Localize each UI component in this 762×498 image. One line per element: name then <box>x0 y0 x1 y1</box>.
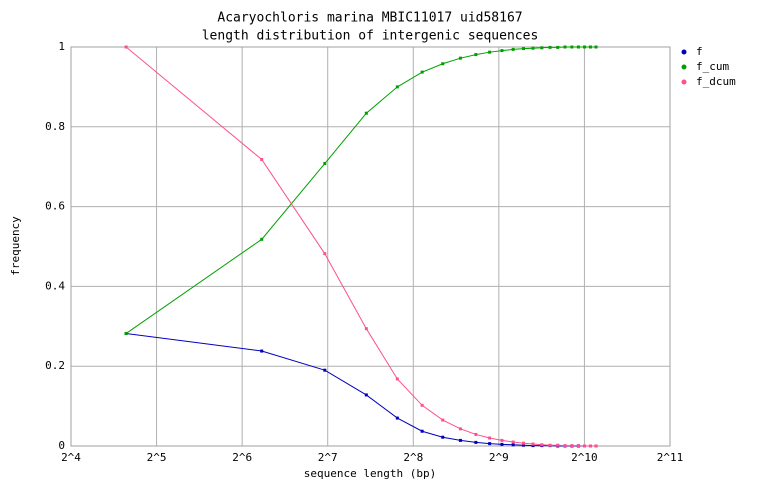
x-tick-label: 2^4 <box>61 451 81 464</box>
data-point <box>521 441 525 445</box>
plot-frame <box>70 46 671 447</box>
data-point <box>458 438 462 442</box>
y-tick-label: 1 <box>58 40 65 53</box>
x-axis-label: sequence length (bp) <box>304 467 436 480</box>
data-point <box>556 45 560 49</box>
legend-marker <box>681 49 687 55</box>
data-point <box>420 403 424 407</box>
x-tick-label: 2^9 <box>489 451 509 464</box>
data-point <box>458 56 462 60</box>
data-point <box>594 45 598 49</box>
data-point <box>474 440 478 444</box>
data-point <box>458 427 462 431</box>
legend-marker <box>681 79 687 85</box>
data-point <box>488 436 492 440</box>
data-point <box>323 162 327 166</box>
x-tick-label: 2^8 <box>403 451 423 464</box>
data-point <box>364 327 368 331</box>
x-tick-label: 2^5 <box>147 451 167 464</box>
data-point <box>583 444 587 448</box>
data-point <box>548 45 552 49</box>
y-tick-label: 0.4 <box>45 279 65 292</box>
data-point <box>548 443 552 447</box>
data-point <box>556 443 560 447</box>
data-point <box>576 444 580 448</box>
data-point <box>563 45 567 49</box>
chart-title: Acaryochloris marina MBIC11017 uid58167 <box>217 11 522 26</box>
legend-marker <box>681 64 687 70</box>
x-tick-label: 2^6 <box>232 451 252 464</box>
x-tick-label: 2^7 <box>318 451 338 464</box>
data-point <box>441 418 445 422</box>
data-point <box>563 444 567 448</box>
data-point <box>488 442 492 446</box>
y-tick-label: 0 <box>58 439 65 452</box>
data-point <box>474 432 478 436</box>
y-tick-label: 0.6 <box>45 200 65 213</box>
data-point <box>531 444 535 448</box>
data-point <box>124 331 128 335</box>
data-point <box>395 416 399 420</box>
y-tick-label: 0.2 <box>45 359 65 372</box>
data-point <box>570 444 574 448</box>
data-point <box>588 45 592 49</box>
data-point <box>260 158 264 162</box>
data-point <box>260 237 264 241</box>
data-point <box>540 46 544 50</box>
legend-label: f_cum <box>696 60 729 73</box>
data-point <box>395 85 399 89</box>
data-point <box>570 45 574 49</box>
data-point <box>500 49 504 53</box>
data-point <box>576 45 580 49</box>
data-point <box>500 438 504 442</box>
y-axis-label: frequency <box>9 216 22 276</box>
data-point <box>488 50 492 54</box>
legend-label: f_dcum <box>696 75 736 88</box>
data-point <box>594 444 598 448</box>
data-point <box>531 46 535 50</box>
data-point <box>521 443 525 447</box>
data-point <box>521 47 525 51</box>
y-tick-label: 0.8 <box>45 120 65 133</box>
data-point <box>364 111 368 115</box>
x-tick-label: 2^10 <box>571 451 598 464</box>
legend-label: f <box>696 45 703 58</box>
data-point <box>500 442 504 446</box>
chart-subtitle: length distribution of intergenic sequen… <box>202 29 539 44</box>
data-point <box>511 440 515 444</box>
x-tick-label: 2^11 <box>657 451 684 464</box>
data-point <box>511 47 515 51</box>
data-point <box>260 349 264 353</box>
data-point <box>540 443 544 447</box>
data-point <box>124 45 128 49</box>
data-point <box>511 443 515 447</box>
data-point <box>474 53 478 57</box>
data-point <box>420 70 424 74</box>
data-point <box>441 62 445 66</box>
data-point <box>441 435 445 439</box>
data-point <box>583 45 587 49</box>
data-point <box>395 377 399 381</box>
data-point <box>420 429 424 433</box>
data-point <box>588 444 592 448</box>
data-point <box>531 442 535 446</box>
data-point <box>323 368 327 372</box>
data-point <box>323 252 327 256</box>
data-point <box>364 393 368 397</box>
